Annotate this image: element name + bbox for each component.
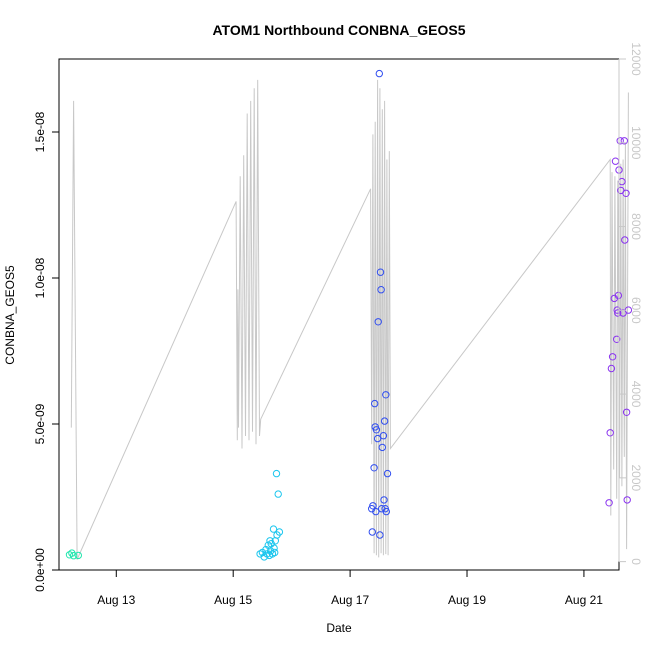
data-point [272,469,281,478]
y2-tick-label: 0 [629,558,643,565]
data-point [370,464,378,472]
data-point [623,496,631,504]
data-point [383,469,392,478]
data-point [381,505,389,513]
altitude-line [70,79,629,560]
x-tick-label: Aug 13 [97,593,135,607]
y-axis-right: 0 2000 4000 6000 8000 10000 12000 [618,42,643,565]
y-tick-label: 1.5e-08 [33,111,47,152]
data-point [378,505,386,513]
data-point [380,496,388,504]
data-point [605,499,613,507]
data-point [606,429,614,437]
x-tick-label: Aug 15 [214,593,252,607]
data-point [377,286,385,294]
data-point [74,551,83,560]
data-point [607,364,616,373]
data-point [69,552,78,560]
line-series-group [70,79,629,560]
data-point [614,291,623,300]
data-point [270,544,278,552]
data-point [375,69,383,78]
y-tick-label: 0.0e+00 [33,548,47,592]
y2-tick-label: 10000 [629,126,643,160]
data-point [374,318,382,326]
data-point [620,137,628,145]
y2-tick-label: 8000 [629,213,643,240]
data-point [621,236,629,244]
y-tick-label: 1.0e-08 [33,257,47,298]
data-point [379,432,388,440]
data-point [608,353,617,361]
point-series-group [65,69,633,561]
data-point [376,268,385,276]
data-point [369,502,377,510]
data-point [614,309,622,317]
y2-tick-label: 4000 [629,381,643,408]
data-point [382,391,390,399]
data-point [373,434,382,443]
data-point [371,399,379,408]
chart-title: ATOM1 Northbound CONBNA_GEOS5 [212,22,465,38]
data-point [613,335,621,343]
data-point [372,507,380,516]
x-tick-label: Aug 19 [448,593,486,607]
data-point [378,443,386,452]
data-point [368,528,376,536]
y2-tick-label: 6000 [629,297,643,324]
x-tick-label: Aug 21 [565,593,603,607]
x-axis: Aug 13 Aug 15 Aug 17 Aug 19 Aug 21 [97,569,603,607]
data-point [376,531,384,539]
data-point [380,417,389,425]
y-axis-label: CONBNA_GEOS5 [3,265,17,365]
y2-tick-label: 2000 [629,465,643,492]
y2-tick-label: 12000 [629,42,643,76]
data-point [622,189,630,198]
data-point [274,490,282,498]
data-point [275,528,284,536]
data-point [271,548,279,557]
x-tick-label: Aug 17 [331,593,369,607]
data-point [622,408,631,416]
y-tick-label: 5.0e-09 [33,403,47,444]
data-point [269,525,278,533]
x-axis-label: Date [326,621,352,635]
y-axis-left: 0.0e+00 5.0e-09 1.0e-08 1.5e-08 [33,111,60,592]
data-point [262,545,270,554]
data-point [372,426,381,434]
data-point [616,137,624,145]
